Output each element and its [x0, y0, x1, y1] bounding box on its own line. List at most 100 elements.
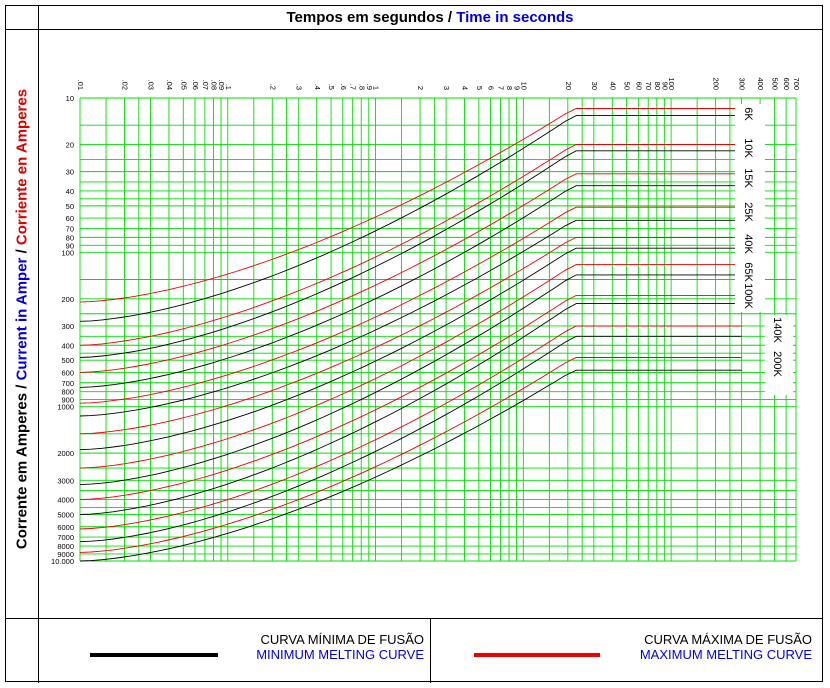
x-tick-label: 90	[660, 82, 669, 90]
legend-min-swatch	[90, 653, 218, 657]
x-tick-label: .3	[294, 84, 303, 90]
y-tick-label: 80	[66, 233, 74, 242]
x-tick-label: 50	[623, 82, 632, 90]
x-tick-label: 500	[770, 77, 779, 90]
max-curve-140k	[79, 325, 742, 530]
min-curve-10k	[79, 150, 742, 358]
x-tick-label: 700	[792, 77, 801, 90]
legend-divider	[6, 618, 822, 619]
series-label-100k: 100K	[742, 283, 754, 309]
x-tick-label: 30	[590, 82, 599, 90]
max-curve-25k	[79, 206, 742, 404]
x-tick-label: 70	[644, 82, 653, 90]
x-tick-label: 60	[634, 82, 643, 90]
x-tick-label: 100	[667, 77, 676, 90]
title-separator: /	[443, 9, 457, 26]
x-tick-label: 400	[756, 77, 765, 90]
axis-label-divider	[38, 6, 39, 683]
y-tick-label: 600	[61, 368, 74, 377]
x-tick-label: 9	[513, 86, 522, 90]
y-tick-label: 70	[66, 224, 74, 233]
x-tick-label: 40	[608, 82, 617, 90]
y-tick-label: 300	[61, 322, 74, 331]
title-portuguese: Tempos em segundos	[286, 9, 444, 26]
y-tick-label: 6000	[57, 523, 74, 532]
x-tick-label: .5	[327, 84, 336, 90]
min-curve-6k	[79, 115, 742, 322]
x-tick-label: .04	[165, 80, 174, 90]
series-label-10k: 10K	[742, 138, 754, 158]
min-curve-200k	[79, 369, 742, 562]
y-tick-label: 3000	[57, 476, 74, 485]
y-tick-label: 4000	[57, 496, 74, 505]
chart-frame: Tempos em segundos / Time in seconds Cor…	[5, 5, 823, 683]
x-tick-label: 3	[442, 86, 451, 90]
x-tick-label: 2	[416, 86, 425, 90]
legend-min-portuguese: CURVA MÍNIMA DE FUSÃO	[260, 632, 425, 647]
y-tick-label: 1000	[57, 403, 74, 412]
series-label-65k: 65K	[742, 262, 754, 282]
x-tick-label: 600	[782, 77, 791, 90]
y-tick-label: 2000	[57, 449, 74, 458]
y-tick-label: 400	[61, 341, 74, 350]
x-tick-label: 10	[519, 82, 528, 90]
y-tick-label: 8000	[57, 542, 74, 551]
chart-title: Tempos em segundos / Time in seconds	[38, 9, 822, 26]
series-label-140k: 140K	[771, 317, 783, 343]
legend-min-text: CURVA MÍNIMA DE FUSÃO MINIMUM MELTING CU…	[256, 632, 424, 662]
series-label-25k: 25K	[742, 202, 754, 222]
y-tick-label: 50	[66, 202, 74, 211]
x-tick-label: .6	[339, 84, 348, 90]
max-curve-40k	[79, 236, 742, 435]
x-tick-label: 4	[461, 86, 470, 90]
x-tick-label: 1	[372, 86, 381, 90]
x-tick-label: .7	[349, 84, 358, 90]
x-tick-label: .1	[224, 84, 233, 90]
x-tick-label: .02	[121, 80, 130, 90]
y-tick-label: 100	[61, 248, 74, 257]
legend-max-english: MAXIMUM MELTING CURVE	[639, 647, 812, 662]
x-tick-label: .8	[357, 84, 366, 90]
y-tick-label: 700	[61, 379, 74, 388]
y-tick-label: 40	[66, 187, 74, 196]
y-tick-label: 200	[61, 295, 74, 304]
x-tick-label: 80	[653, 82, 662, 90]
x-tick-label: .9	[365, 84, 374, 90]
series-label-6k: 6K	[742, 107, 754, 121]
y-tick-label: 800	[61, 388, 74, 397]
y-tick-label: 10.000	[51, 557, 74, 566]
legend-max-text: CURVA MÁXIMA DE FUSÃO MAXIMUM MELTING CU…	[640, 632, 812, 662]
series-label-40k: 40K	[742, 234, 754, 254]
x-tick-label: .06	[191, 80, 200, 90]
min-curve-65k	[79, 274, 742, 486]
max-curve-100k	[79, 294, 742, 501]
max-curve-200k	[79, 357, 742, 553]
y-tick-label: 900	[61, 396, 74, 405]
x-tick-label: .2	[268, 84, 277, 90]
x-tick-label: 300	[738, 77, 747, 90]
x-tick-label: 7	[496, 86, 505, 90]
legend-max-portuguese: CURVA MÁXIMA DE FUSÃO	[644, 632, 812, 647]
y-tick-label: 5000	[57, 511, 74, 520]
series-label-200k: 200K	[771, 351, 783, 377]
x-tick-label: .4	[313, 84, 322, 90]
legend-max-swatch	[474, 653, 600, 657]
min-curve-100k	[79, 303, 742, 515]
y-tick-label: 20	[66, 140, 74, 149]
x-tick-label: .07	[201, 80, 210, 90]
x-tick-label: .08	[209, 80, 218, 90]
x-tick-label: .03	[147, 80, 156, 90]
y-tick-label: 500	[61, 356, 74, 365]
min-curve-40k	[79, 247, 742, 451]
x-tick-label: 5	[475, 86, 484, 90]
y-tick-label: 60	[66, 214, 74, 223]
legend-min-english: MINIMUM MELTING CURVE	[256, 647, 424, 662]
x-tick-label: 20	[564, 82, 573, 90]
max-curve-15k	[79, 173, 742, 373]
y-tick-label: 30	[66, 168, 74, 177]
x-tick-label: .05	[179, 80, 188, 90]
y-tick-label: 10	[66, 94, 74, 103]
max-curve-10k	[79, 144, 742, 346]
y-tick-label: 90	[66, 241, 74, 250]
